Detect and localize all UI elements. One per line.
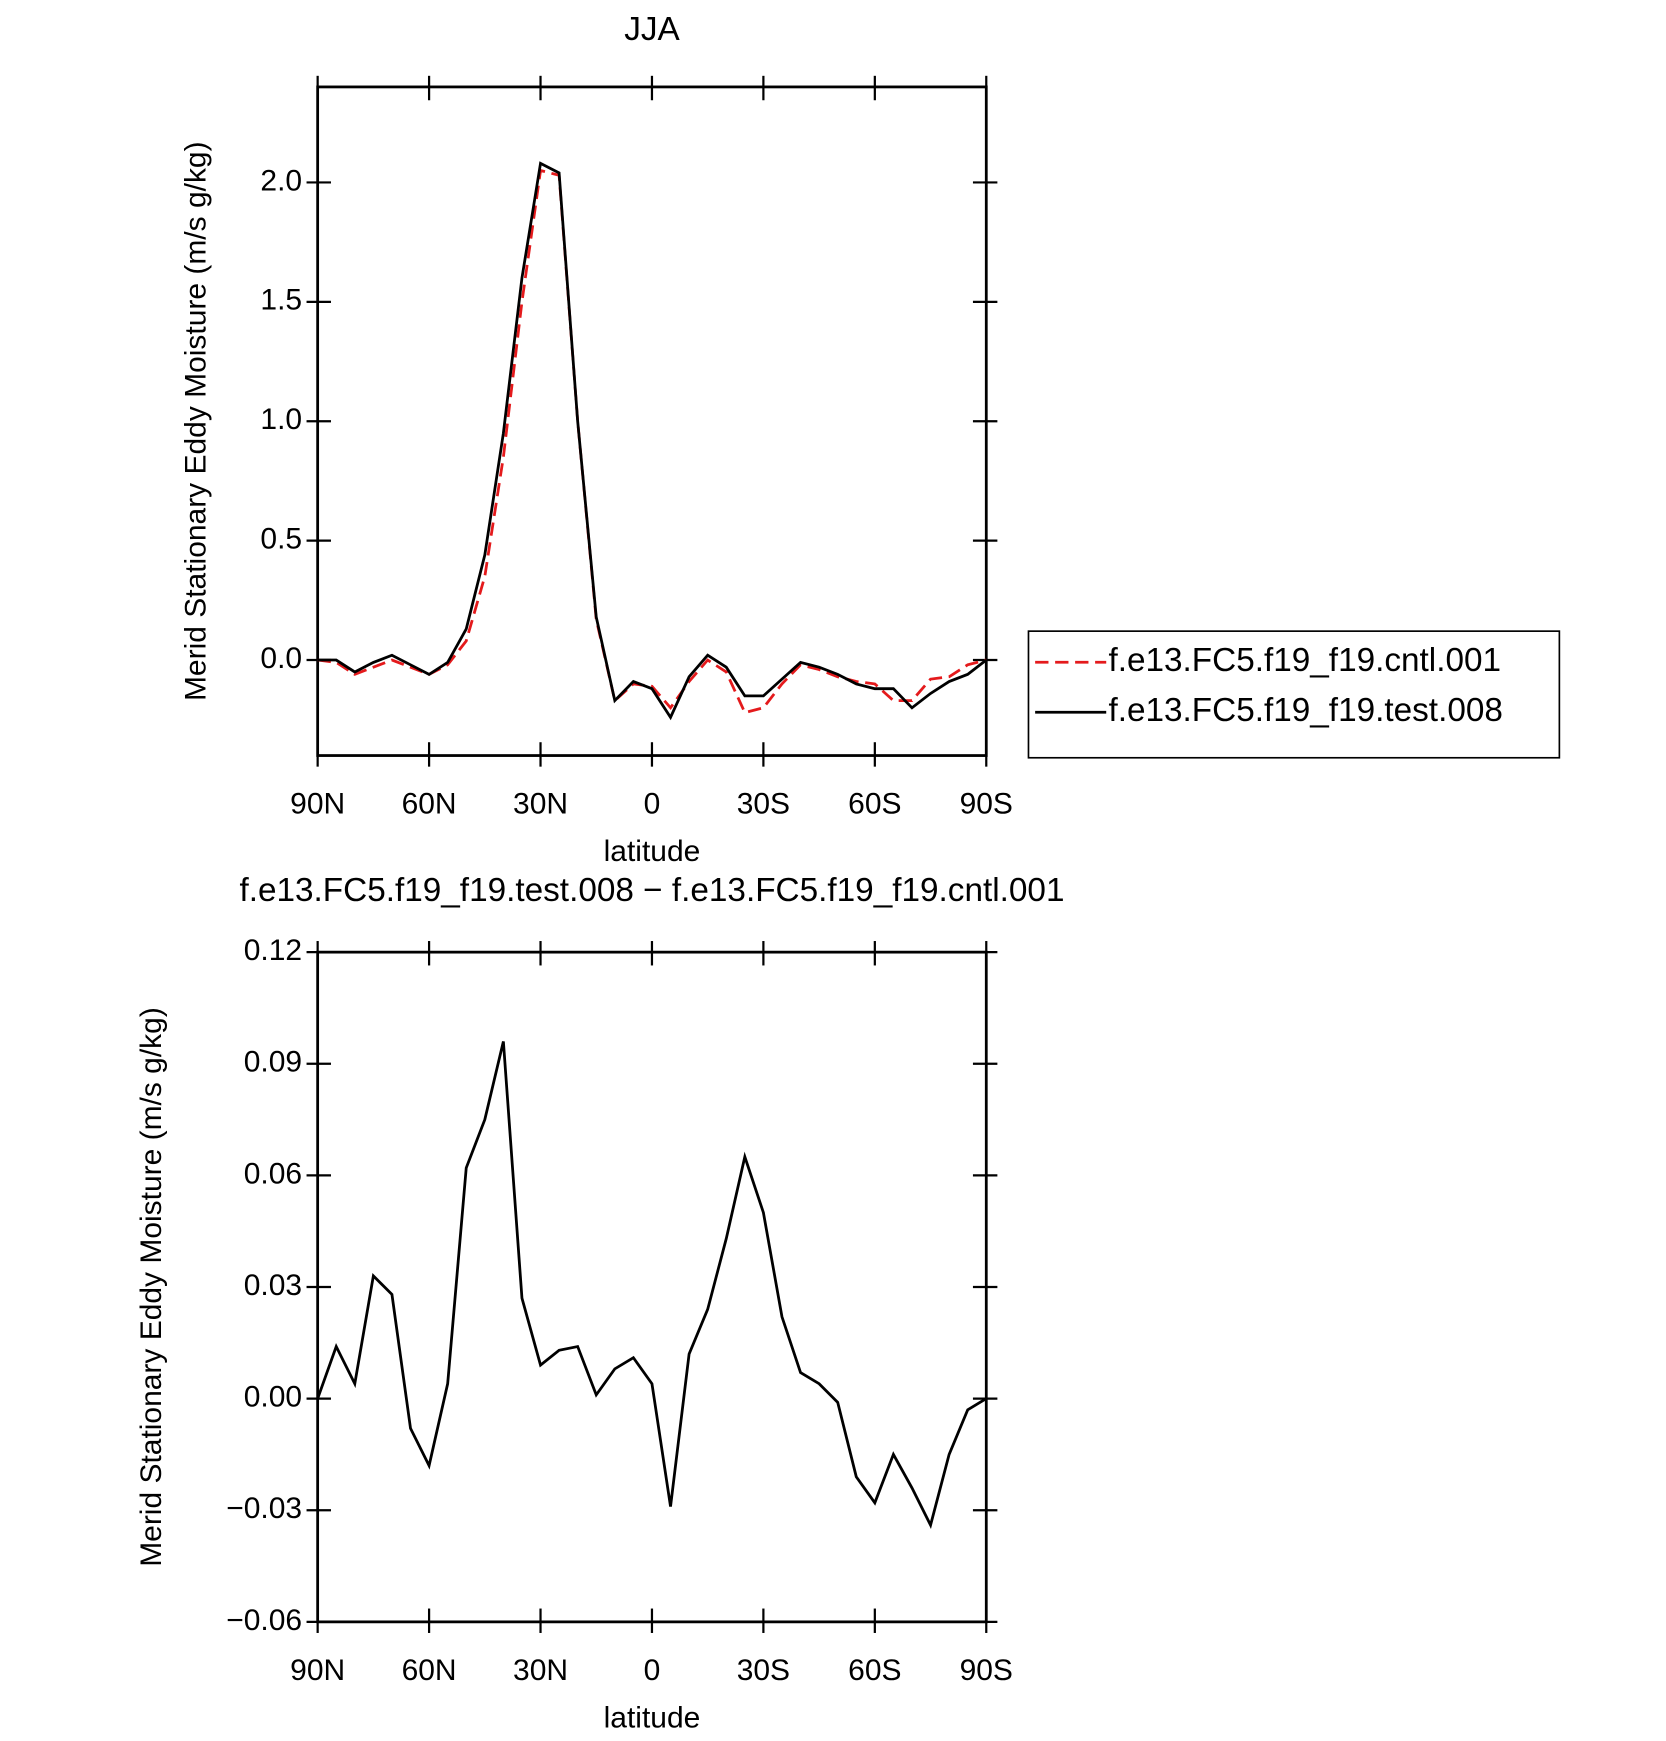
x-tick-label: 60N <box>402 787 457 820</box>
y-axis-label: Merid Stationary Eddy Moisture (m/s g/kg… <box>180 141 213 701</box>
x-tick-label: 90N <box>290 1654 345 1687</box>
x-tick-label: 30S <box>737 1654 790 1687</box>
y-tick-label: −0.06 <box>226 1604 302 1637</box>
y-axis-label: Merid Stationary Eddy Moisture (m/s g/kg… <box>135 1007 168 1567</box>
x-tick-label: 60S <box>848 787 901 820</box>
legend-box <box>1027 630 1561 759</box>
x-tick-label: 0 <box>644 787 661 820</box>
y-tick-label: −0.03 <box>226 1492 302 1525</box>
x-tick-label: 60N <box>402 1654 457 1687</box>
x-tick-label: 30N <box>513 1654 568 1687</box>
x-axis-label: latitude <box>604 1702 701 1735</box>
x-tick-label: 30N <box>513 787 568 820</box>
y-tick-label: 0.5 <box>260 523 302 556</box>
x-axis-label: latitude <box>604 835 701 868</box>
legend-label: f.e13.FC5.f19_f19.cntl.001 <box>1108 642 1501 679</box>
x-tick-label: 0 <box>644 1654 661 1687</box>
y-tick-label: 0.0 <box>260 642 302 675</box>
y-tick-label: 0.06 <box>244 1157 302 1190</box>
legend-label: f.e13.FC5.f19_f19.test.008 <box>1108 692 1502 729</box>
y-tick-label: 0.12 <box>244 934 302 967</box>
line <box>317 168 987 715</box>
plot-frame <box>316 950 988 1624</box>
line <box>317 161 988 721</box>
y-tick-label: 0.03 <box>244 1269 302 1302</box>
y-tick-label: 0.00 <box>244 1381 302 1414</box>
y-tick-label: 2.0 <box>260 164 302 197</box>
chart-title: f.e13.FC5.f19_f19.test.008 − f.e13.FC5.f… <box>239 872 1064 909</box>
y-tick-label: 0.09 <box>244 1046 302 1079</box>
y-tick-label: 1.0 <box>260 403 302 436</box>
chart-title: JJA <box>624 11 680 48</box>
y-tick-label: 1.5 <box>260 284 302 317</box>
x-tick-label: 90S <box>960 787 1013 820</box>
x-tick-label: 60S <box>848 1654 901 1687</box>
x-tick-label: 90N <box>290 787 345 820</box>
x-tick-label: 30S <box>737 787 790 820</box>
x-tick-label: 90S <box>960 1654 1013 1687</box>
line <box>316 1041 987 1530</box>
plot-frame <box>316 85 988 757</box>
